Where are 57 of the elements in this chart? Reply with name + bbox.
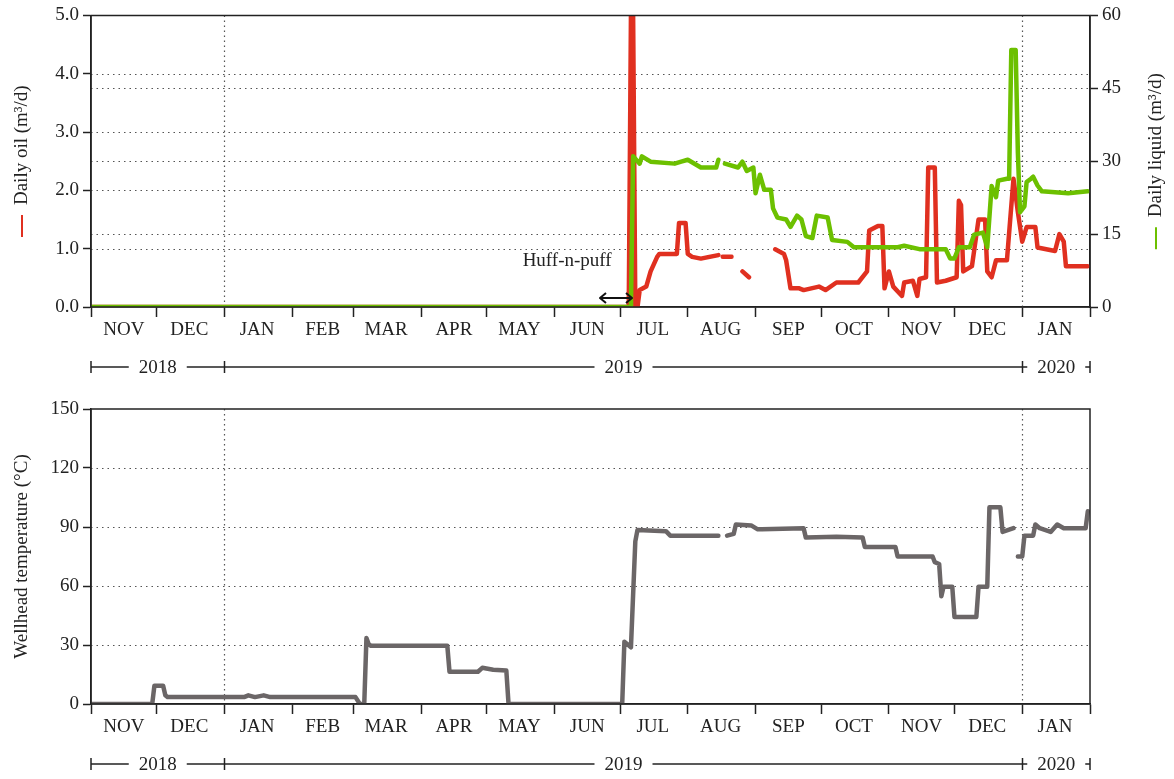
y2-tick-label: 0 (1102, 294, 1112, 316)
x-tick-label: NOV (103, 715, 145, 737)
x-tick-label: DEC (968, 715, 1007, 737)
text: 2020 (1037, 355, 1076, 377)
y-tick-label: 120 (50, 455, 79, 477)
y2-axis-title: Daily liquid (m³/d) (1143, 73, 1166, 218)
x-tick-label: MAY (498, 715, 542, 737)
text: 2018 (138, 355, 177, 377)
text: 2019 (604, 752, 643, 774)
text: 2018 (138, 752, 177, 774)
x-tick-label: SEP (771, 715, 805, 737)
x-tick-label: DEC (968, 318, 1007, 340)
y-tick-label: 3.0 (55, 120, 79, 142)
x-tick-label: JUN (569, 715, 605, 737)
x-tick-label: JAN (1037, 318, 1073, 340)
x-tick-label: JUL (636, 715, 670, 737)
x-tick-label: OCT (834, 318, 874, 340)
x-tick-label: APR (435, 318, 473, 340)
y2-tick-label: 15 (1102, 222, 1121, 244)
x-tick-label: FEB (305, 715, 341, 737)
y-tick-label: 90 (60, 514, 79, 536)
y-axis-title: Daily oil (m³/d) (9, 85, 32, 206)
y2-tick-label: 45 (1102, 76, 1121, 98)
annotation: Huff-n-puff (522, 249, 613, 271)
y-tick-label: 2.0 (55, 178, 79, 200)
x-tick-label: DEC (170, 318, 209, 340)
y-tick-label: 4.0 (55, 61, 79, 83)
x-tick-label: AUG (699, 318, 742, 340)
x-tick-label: JAN (239, 318, 275, 340)
x-tick-label: FEB (305, 318, 341, 340)
x-tick-label: MAY (498, 318, 542, 340)
x-tick-label: JUN (569, 318, 605, 340)
y-tick-label: 60 (60, 573, 79, 595)
x-tick-label: APR (435, 715, 473, 737)
y-tick-label: 1.0 (55, 236, 79, 258)
y-tick-label: 0 (69, 691, 79, 713)
x-tick-label: JAN (239, 715, 275, 737)
y2-tick-label: 30 (1102, 149, 1121, 171)
y-tick-label: 150 (50, 396, 79, 418)
y-axis-title: Wellhead temperature (°C) (9, 454, 32, 659)
x-tick-label: MAR (364, 715, 409, 737)
x-tick-label: NOV (901, 715, 943, 737)
x-tick-label: NOV (901, 318, 943, 340)
x-tick-label: JUL (636, 318, 670, 340)
text: 2020 (1037, 752, 1076, 774)
x-tick-label: AUG (699, 715, 742, 737)
y-tick-label: 5.0 (55, 3, 79, 25)
x-tick-label: DEC (170, 715, 209, 737)
x-tick-label: SEP (771, 318, 805, 340)
x-tick-label: NOV (103, 318, 145, 340)
y-tick-label: 30 (60, 632, 79, 654)
x-tick-label: MAR (364, 318, 409, 340)
x-tick-label: JAN (1037, 715, 1073, 737)
x-tick-label: OCT (834, 715, 874, 737)
text: 2019 (604, 355, 643, 377)
y2-tick-label: 60 (1102, 3, 1121, 25)
y-tick-label: 0.0 (55, 294, 79, 316)
